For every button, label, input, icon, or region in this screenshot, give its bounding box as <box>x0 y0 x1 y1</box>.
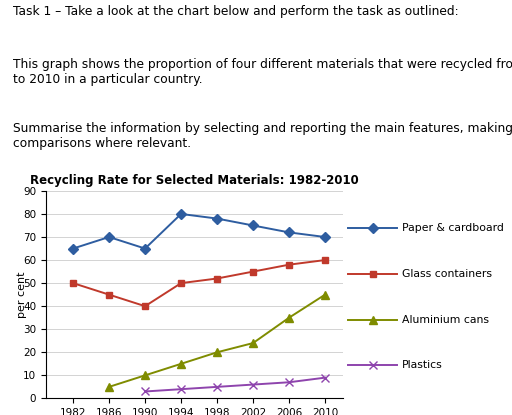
Paper & cardboard <box>214 216 220 221</box>
Plastics <box>142 389 148 394</box>
Aluminium cans <box>250 341 256 346</box>
Glass containers <box>286 262 292 267</box>
Line: Plastics: Plastics <box>141 374 329 395</box>
Aluminium cans <box>322 292 328 297</box>
Aluminium cans <box>214 350 220 355</box>
Text: Summarise the information by selecting and reporting the main features, making
c: Summarise the information by selecting a… <box>13 122 512 150</box>
Glass containers <box>250 269 256 274</box>
Paper & cardboard <box>178 212 184 217</box>
Aluminium cans <box>142 373 148 378</box>
Text: Plastics: Plastics <box>402 360 443 370</box>
Plastics <box>178 387 184 392</box>
Line: Glass containers: Glass containers <box>70 256 329 310</box>
Glass containers <box>178 281 184 286</box>
Aluminium cans <box>106 384 112 389</box>
Plastics <box>214 384 220 389</box>
Aluminium cans <box>286 315 292 320</box>
Text: Task 1 – Take a look at the chart below and perform the task as outlined:: Task 1 – Take a look at the chart below … <box>13 5 458 18</box>
Glass containers <box>70 281 76 286</box>
Title: Recycling Rate for Selected Materials: 1982-2010: Recycling Rate for Selected Materials: 1… <box>30 174 359 187</box>
Paper & cardboard <box>106 234 112 239</box>
Glass containers <box>106 292 112 297</box>
Paper & cardboard <box>70 246 76 251</box>
Plastics <box>322 375 328 380</box>
Text: This graph shows the proportion of four different materials that were recycled f: This graph shows the proportion of four … <box>13 58 512 85</box>
Paper & cardboard <box>322 234 328 239</box>
Text: Aluminium cans: Aluminium cans <box>402 315 489 325</box>
Paper & cardboard <box>286 230 292 235</box>
Glass containers <box>142 304 148 309</box>
Aluminium cans <box>178 361 184 366</box>
Glass containers <box>214 276 220 281</box>
Plastics <box>286 380 292 385</box>
Plastics <box>250 382 256 387</box>
Paper & cardboard <box>142 246 148 251</box>
Text: Paper & cardboard: Paper & cardboard <box>402 223 504 233</box>
Line: Aluminium cans: Aluminium cans <box>105 290 329 391</box>
Y-axis label: per cent: per cent <box>17 271 27 318</box>
Paper & cardboard <box>250 223 256 228</box>
Text: Glass containers: Glass containers <box>402 269 492 279</box>
Line: Paper & cardboard: Paper & cardboard <box>70 210 329 252</box>
Glass containers <box>322 258 328 263</box>
